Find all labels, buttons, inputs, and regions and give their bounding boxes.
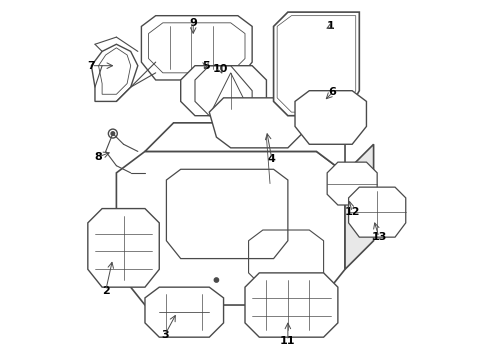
Polygon shape [142,16,252,80]
Polygon shape [345,144,373,269]
Ellipse shape [214,278,219,282]
Ellipse shape [111,132,115,135]
Polygon shape [145,287,223,337]
Text: 7: 7 [88,61,95,71]
Polygon shape [117,152,345,305]
Text: 1: 1 [327,21,335,31]
Polygon shape [209,98,302,148]
Text: 13: 13 [371,232,387,242]
Text: 12: 12 [344,207,360,217]
Polygon shape [327,162,377,205]
Polygon shape [88,208,159,287]
Polygon shape [92,44,138,102]
Text: 2: 2 [102,286,110,296]
Text: 3: 3 [161,330,169,341]
Text: 9: 9 [189,18,197,28]
Text: 10: 10 [212,64,228,74]
Text: 8: 8 [95,152,102,162]
Polygon shape [181,66,267,116]
Text: 5: 5 [202,61,210,71]
Polygon shape [348,187,406,237]
Polygon shape [295,91,367,144]
Polygon shape [245,273,338,337]
Text: 4: 4 [268,154,276,163]
Text: 6: 6 [329,87,337,98]
Polygon shape [273,12,359,116]
Polygon shape [145,123,345,173]
Ellipse shape [197,68,214,85]
Text: 11: 11 [280,336,295,346]
